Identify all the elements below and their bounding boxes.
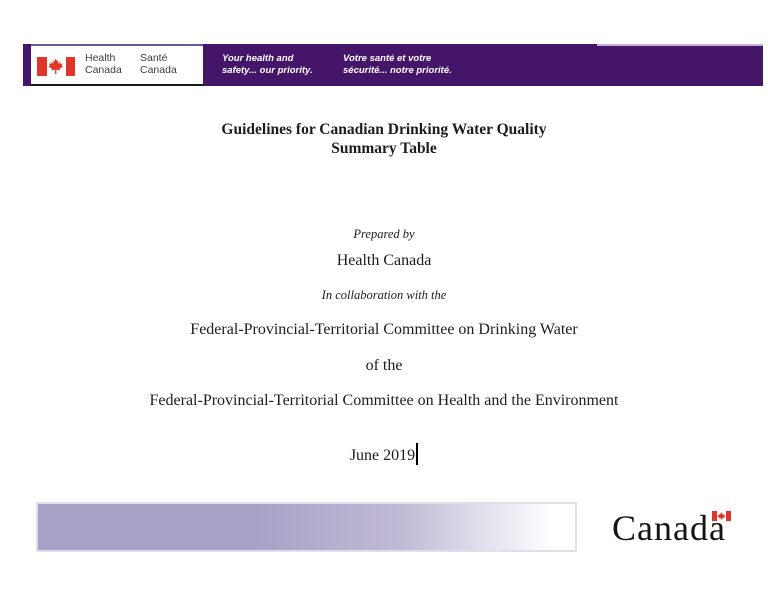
department-fr-line1: Santé <box>140 52 168 64</box>
flag-red-bar <box>37 57 47 76</box>
document-title-line1: Guidelines for Canadian Drinking Water Q… <box>221 121 547 138</box>
department-en-line1: Health <box>85 52 116 64</box>
collaboration-label: In collaboration with the <box>321 288 447 302</box>
canada-wordmark-text: Canada <box>612 508 726 548</box>
tagline-fr-line1: Votre santé et votre <box>343 53 432 64</box>
tagline-en-line1: Your health and <box>222 53 294 64</box>
header-banner: Health Canada Santé Canada Your health a… <box>23 44 763 86</box>
canada-wordmark-flag-icon <box>712 511 731 521</box>
department-en-line2: Canada <box>85 63 122 76</box>
publication-date-line[interactable]: June 2019 <box>0 443 768 465</box>
canada-wordmark: Canada <box>612 504 757 550</box>
tagline-fr-line2: sécurité... notre priorité. <box>343 65 452 76</box>
department-name-french: Santé Canada <box>140 52 177 76</box>
maple-leaf-icon <box>717 511 726 521</box>
prepared-by-label: Prepared by <box>353 227 415 241</box>
flag-red-bar <box>65 57 75 76</box>
canada-flag-icon <box>37 57 75 76</box>
footer-gradient-bar <box>38 504 575 550</box>
tagline-english: Your health and safety... our priority. <box>222 53 313 77</box>
flag-white-field <box>46 57 66 76</box>
maple-leaf-icon <box>48 58 64 75</box>
tagline-french: Votre santé et votre sécurité... notre p… <box>343 53 452 77</box>
document-title-line2: Summary Table <box>331 140 437 157</box>
flag-red-bar <box>726 511 731 521</box>
organization-name: Health Canada <box>336 252 432 269</box>
text-cursor <box>416 443 419 465</box>
of-the-label: of the <box>365 357 403 374</box>
flag-white-field <box>716 511 727 521</box>
banner-top-step <box>597 44 763 46</box>
committee-health-environment: Federal-Provincial-Territorial Committee… <box>149 392 619 409</box>
tagline-en-line2: safety... our priority. <box>222 65 313 76</box>
committee-drinking-water: Federal-Provincial-Territorial Committee… <box>190 321 578 338</box>
department-name-english: Health Canada <box>85 52 122 76</box>
department-fr-line2: Canada <box>140 63 177 76</box>
flag-red-bar <box>712 511 717 521</box>
publication-date[interactable]: June 2019 <box>349 447 416 464</box>
